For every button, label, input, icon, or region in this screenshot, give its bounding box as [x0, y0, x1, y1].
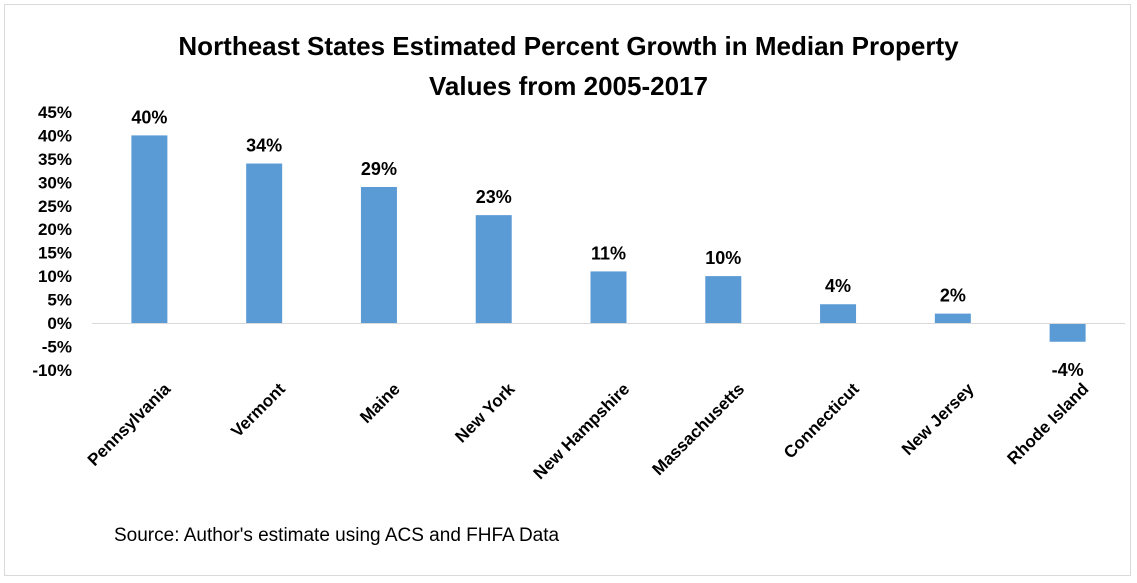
x-tick-label: Maine	[356, 379, 404, 427]
source-note: Source: Author's estimate using ACS and …	[114, 525, 560, 546]
x-tick-label: Pennsylvania	[84, 379, 175, 470]
data-label: 2%	[940, 286, 966, 306]
data-label: 34%	[246, 136, 282, 156]
data-label: 11%	[591, 243, 626, 263]
data-label: 4%	[825, 276, 851, 296]
data-label: 23%	[476, 187, 512, 207]
bar	[934, 313, 971, 323]
x-tick-label: Massachusetts	[648, 379, 748, 479]
chart-title-line-1: Northeast States Estimated Percent Growt…	[178, 31, 959, 61]
bar	[1049, 323, 1086, 342]
x-tick-label: Rhode Island	[1004, 379, 1093, 468]
y-tick-label: 10%	[38, 267, 72, 286]
x-tick-label: New York	[451, 379, 518, 446]
y-tick-label: 0%	[47, 314, 72, 333]
y-tick-label: 30%	[38, 173, 72, 192]
bar	[590, 271, 627, 323]
bar	[475, 215, 512, 323]
y-tick-label: 5%	[47, 291, 72, 310]
bar	[131, 135, 168, 323]
x-tick-label: Connecticut	[780, 379, 863, 462]
y-tick-label: 45%	[38, 103, 72, 122]
y-tick-label: 25%	[38, 197, 72, 216]
y-tick-label: -5%	[42, 337, 72, 356]
x-tick-label: Vermont	[227, 379, 289, 441]
data-label: -4%	[1052, 360, 1084, 380]
bar	[820, 304, 857, 323]
chart-title: Northeast States Estimated Percent Growt…	[0, 26, 1137, 106]
bar	[246, 163, 283, 323]
y-tick-label: -10%	[32, 361, 72, 380]
bar	[705, 276, 742, 323]
y-tick-label: 35%	[38, 150, 72, 169]
y-tick-label: 20%	[38, 220, 72, 239]
data-label: 29%	[361, 159, 397, 179]
y-tick-label: 15%	[38, 244, 72, 263]
data-label: 40%	[131, 107, 167, 127]
bar	[360, 186, 397, 323]
chart-title-line-2: Values from 2005-2017	[429, 71, 708, 101]
y-tick-label: 40%	[38, 126, 72, 145]
chart-frame	[4, 4, 1131, 576]
data-label: 10%	[705, 248, 741, 268]
x-tick-label: New Jersey	[898, 379, 978, 459]
x-tick-label: New Hampshire	[530, 379, 634, 483]
